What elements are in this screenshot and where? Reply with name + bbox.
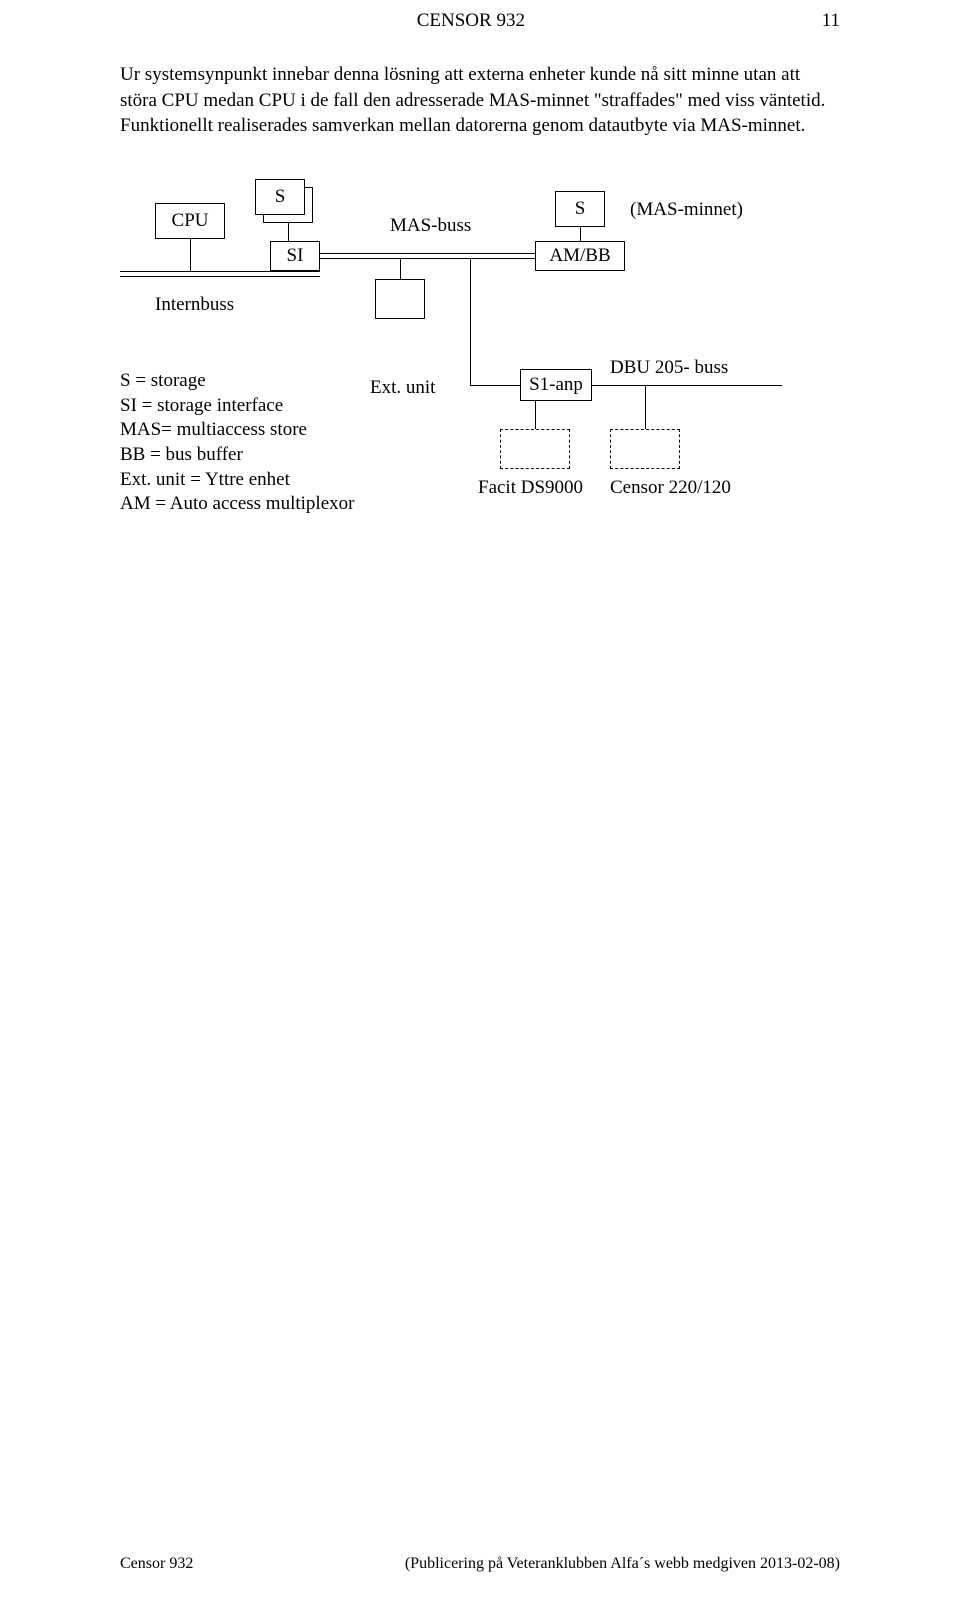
s-box-front: S [255, 179, 305, 215]
dbu205-label: DBU 205- buss [610, 357, 728, 379]
censor-label: Censor 220/120 [610, 477, 731, 499]
cpu-conn [190, 239, 191, 271]
page-footer: Censor 932 (Publicering på Veteranklubbe… [120, 1555, 840, 1573]
legend-line: Ext. unit = Yttre enhet [120, 468, 354, 493]
ext-unit-conn [400, 259, 401, 279]
ambb-box: AM/BB [535, 241, 625, 271]
s2-box: S [555, 191, 605, 227]
si-box: SI [270, 241, 320, 271]
facit-label: Facit DS9000 [478, 477, 583, 499]
mas-buss-label: MAS-buss [390, 215, 471, 237]
ext-unit-label: Ext. unit [370, 377, 435, 399]
dbu-bus [592, 385, 782, 386]
body-paragraph: Ur systemsynpunkt innebar denna lösning … [120, 62, 840, 139]
page-number: 11 [822, 10, 840, 32]
s-label: S [275, 186, 286, 208]
s2-label: S [575, 198, 586, 220]
mas-buss-line [320, 253, 535, 259]
cpu-box: CPU [155, 203, 225, 239]
mas-minnet-label: (MAS-minnet) [630, 199, 743, 221]
dbu-drop-censor [645, 385, 646, 429]
footer-right: (Publicering på Veteranklubben Alfa´s we… [405, 1555, 840, 1573]
legend: S = storage SI = storage interface MAS= … [120, 369, 354, 517]
internbuss-label: Internbuss [155, 294, 234, 316]
legend-line: S = storage [120, 369, 354, 394]
ext-unit-box [375, 279, 425, 319]
legend-line: AM = Auto access multiplexor [120, 492, 354, 517]
block-diagram: CPU S SI S AM/BB S1-anp MAS-buss (MAS-m [120, 179, 840, 579]
header-title: CENSOR 932 [417, 10, 525, 32]
legend-line: SI = storage interface [120, 394, 354, 419]
branch-down [470, 259, 471, 385]
cpu-label: CPU [172, 210, 209, 232]
page-header: CENSOR 932 11 [120, 0, 840, 32]
s2-conn [580, 227, 581, 241]
facit-box [500, 429, 570, 469]
s1anp-label: S1-anp [529, 374, 583, 396]
s1anp-box: S1-anp [520, 369, 592, 401]
legend-line: MAS= multiaccess store [120, 418, 354, 443]
internbuss-line [120, 271, 320, 277]
ambb-label: AM/BB [549, 245, 610, 267]
dbu-drop-facit [535, 401, 536, 429]
si-label: SI [287, 245, 304, 267]
page: CENSOR 932 11 Ur systemsynpunkt innebar … [0, 0, 960, 1603]
branch-to-s1anp [470, 385, 520, 386]
censor-box [610, 429, 680, 469]
legend-line: BB = bus buffer [120, 443, 354, 468]
footer-left: Censor 932 [120, 1555, 193, 1573]
